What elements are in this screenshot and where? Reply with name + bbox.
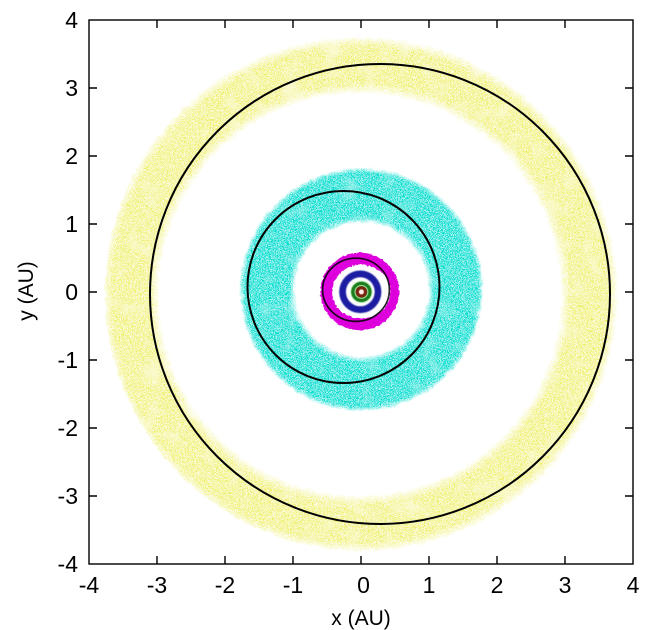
svg-text:x (AU): x (AU) <box>331 607 391 630</box>
svg-text:-4: -4 <box>79 572 100 598</box>
svg-text:1: 1 <box>65 211 78 237</box>
svg-text:4: 4 <box>627 572 640 598</box>
svg-text:-2: -2 <box>58 415 78 441</box>
svg-text:-3: -3 <box>58 483 78 509</box>
svg-text:0: 0 <box>357 572 370 598</box>
svg-text:-2: -2 <box>215 572 235 598</box>
svg-text:3: 3 <box>559 572 572 598</box>
svg-text:2: 2 <box>65 143 78 169</box>
svg-text:1: 1 <box>423 572 436 598</box>
svg-text:y (AU): y (AU) <box>15 261 38 321</box>
svg-text:-1: -1 <box>58 347 78 373</box>
svg-text:-3: -3 <box>147 572 167 598</box>
svg-text:4: 4 <box>65 7 78 33</box>
svg-text:-4: -4 <box>58 551 79 577</box>
svg-text:0: 0 <box>65 279 78 305</box>
svg-text:2: 2 <box>491 572 504 598</box>
svg-text:3: 3 <box>65 75 78 101</box>
svg-text:-1: -1 <box>283 572 303 598</box>
